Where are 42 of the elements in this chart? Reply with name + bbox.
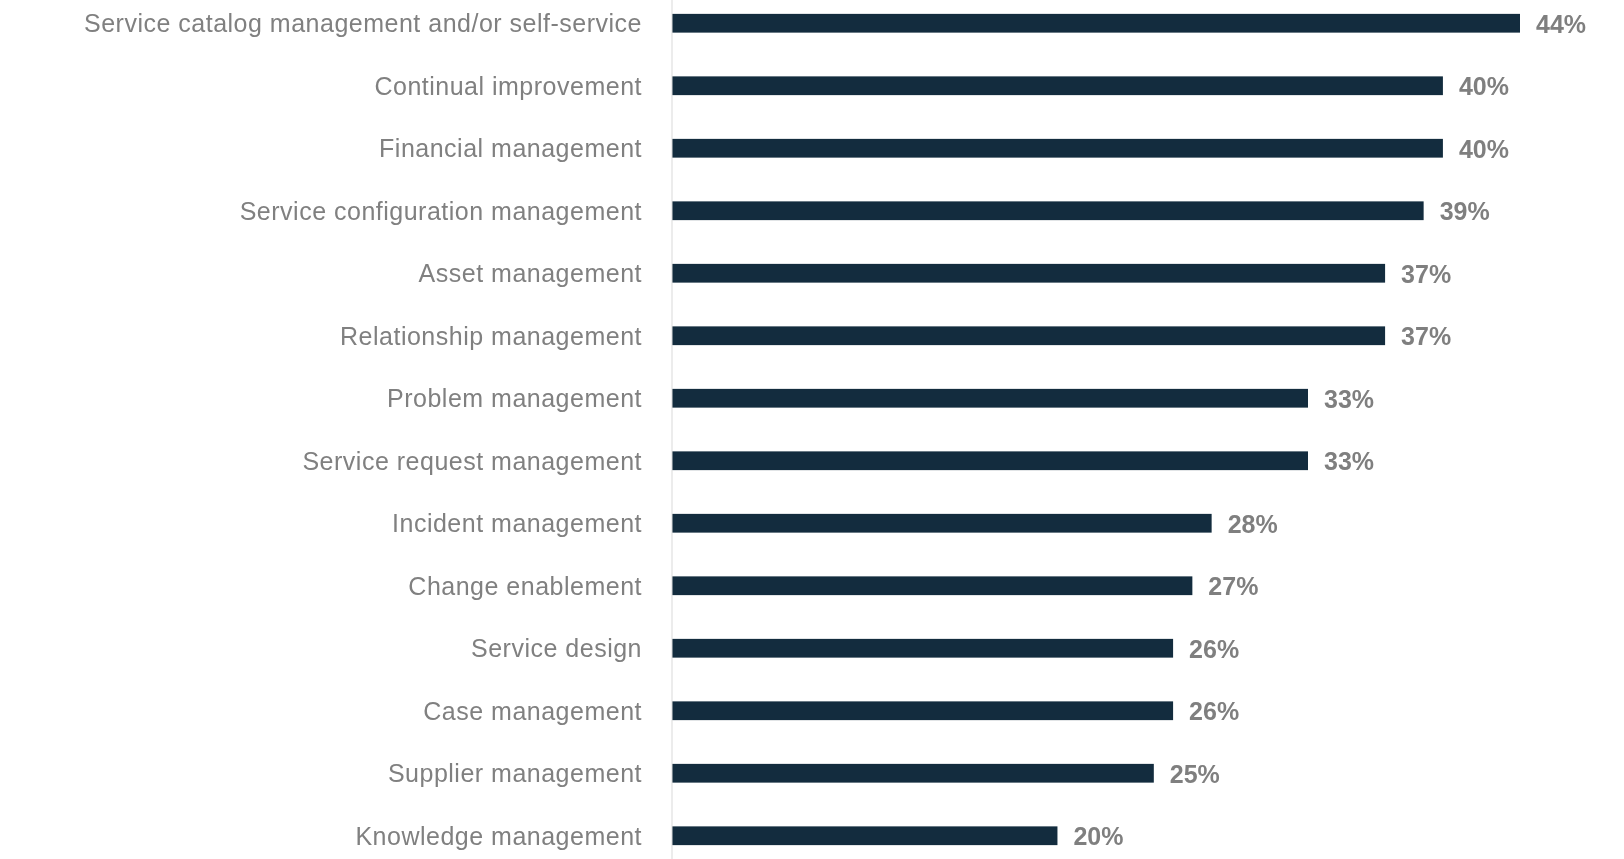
data-label: 40% — [1458, 72, 1509, 101]
data-label: 44% — [1536, 9, 1587, 38]
y-tick-label: Supplier management — [387, 759, 642, 787]
data-label: 40% — [1458, 134, 1509, 163]
data-label: 26% — [1189, 634, 1240, 663]
data-label: 39% — [1439, 197, 1490, 226]
y-tick-label: Service request management — [302, 446, 642, 475]
y-tick-label: Service design — [471, 634, 642, 662]
y-tick-label: Relationship management — [340, 321, 642, 350]
data-label: 26% — [1189, 697, 1240, 726]
bar — [672, 513, 1212, 533]
bar — [672, 701, 1174, 721]
y-tick-label: Incident management — [392, 509, 642, 537]
bar — [672, 638, 1174, 658]
y-tick-label: Service catalog management and/or self-service — [84, 9, 642, 37]
data-label: 20% — [1073, 822, 1124, 851]
y-tick-label: Financial management — [379, 134, 642, 162]
bar — [672, 263, 1386, 283]
bar — [672, 13, 1520, 33]
bar — [672, 826, 1058, 846]
bar — [672, 576, 1193, 596]
bar — [672, 76, 1443, 96]
data-label: 37% — [1401, 259, 1452, 288]
bar — [672, 201, 1424, 221]
y-tick-label: Service configuration management — [239, 196, 642, 225]
y-tick-label: Change enablement — [408, 571, 642, 600]
data-label: 28% — [1227, 509, 1278, 538]
bar — [672, 326, 1386, 346]
data-label: 33% — [1324, 447, 1375, 476]
data-label: 33% — [1324, 384, 1375, 413]
bar — [672, 763, 1154, 783]
bar — [672, 388, 1308, 408]
y-tick-label: Knowledge management — [355, 821, 642, 850]
y-tick-label: Problem management — [387, 384, 642, 412]
bar — [672, 451, 1308, 471]
bar — [672, 138, 1443, 158]
data-label: 37% — [1401, 322, 1452, 351]
y-tick-label: Case management — [423, 696, 642, 725]
data-label: 27% — [1208, 572, 1259, 601]
y-tick-label: Asset management — [418, 259, 642, 287]
y-tick-label: Continual improvement — [374, 71, 642, 100]
data-label: 25% — [1169, 759, 1220, 788]
